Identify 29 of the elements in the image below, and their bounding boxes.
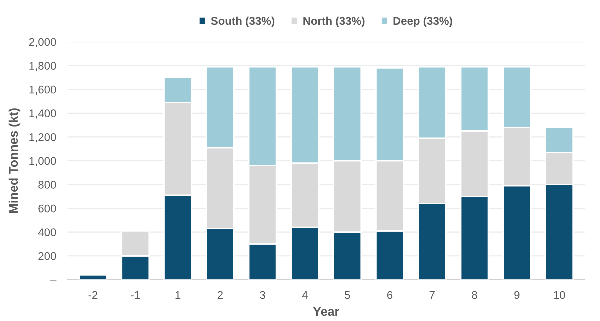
y-axis-title: Mined Tonnes (kt) bbox=[8, 108, 21, 214]
y-tick-label: 1,200 bbox=[30, 133, 56, 143]
legend-label: South (33%) bbox=[211, 16, 275, 28]
x-tick-label: 4 bbox=[302, 291, 308, 300]
x-tick-label: 7 bbox=[430, 291, 435, 300]
y-tick-label: 1,000 bbox=[30, 157, 56, 166]
y-tick-label: 200 bbox=[38, 252, 56, 260]
y-tick-label: 2,000 bbox=[29, 38, 56, 48]
x-tick-label: -2 bbox=[88, 291, 98, 300]
x-tick-label: -1 bbox=[131, 291, 140, 300]
x-tick-label: 10 bbox=[554, 291, 566, 300]
legend-label: Deep (33%) bbox=[394, 16, 452, 28]
y-tick-label: – bbox=[50, 280, 57, 282]
x-tick-label: 3 bbox=[260, 291, 266, 300]
x-tick-label: 8 bbox=[472, 291, 478, 300]
x-tick-label: 5 bbox=[344, 291, 350, 300]
y-tick-label: 1,600 bbox=[30, 86, 56, 96]
y-tick-label: 800 bbox=[38, 181, 56, 189]
legend-label: North (33%) bbox=[304, 16, 365, 28]
bar bbox=[78, 274, 108, 280]
x-tick-label: 2 bbox=[218, 291, 223, 300]
x-tick-label: 9 bbox=[514, 291, 520, 300]
y-tick-label: 600 bbox=[38, 204, 56, 213]
x-axis-title: Year bbox=[313, 307, 340, 316]
y-tick-label: 400 bbox=[38, 228, 56, 236]
x-tick-label: 1 bbox=[176, 291, 181, 300]
y-tick-label: 1,400 bbox=[30, 110, 56, 119]
y-tick-label: 1,800 bbox=[30, 62, 56, 72]
x-tick-label: 6 bbox=[387, 291, 393, 300]
